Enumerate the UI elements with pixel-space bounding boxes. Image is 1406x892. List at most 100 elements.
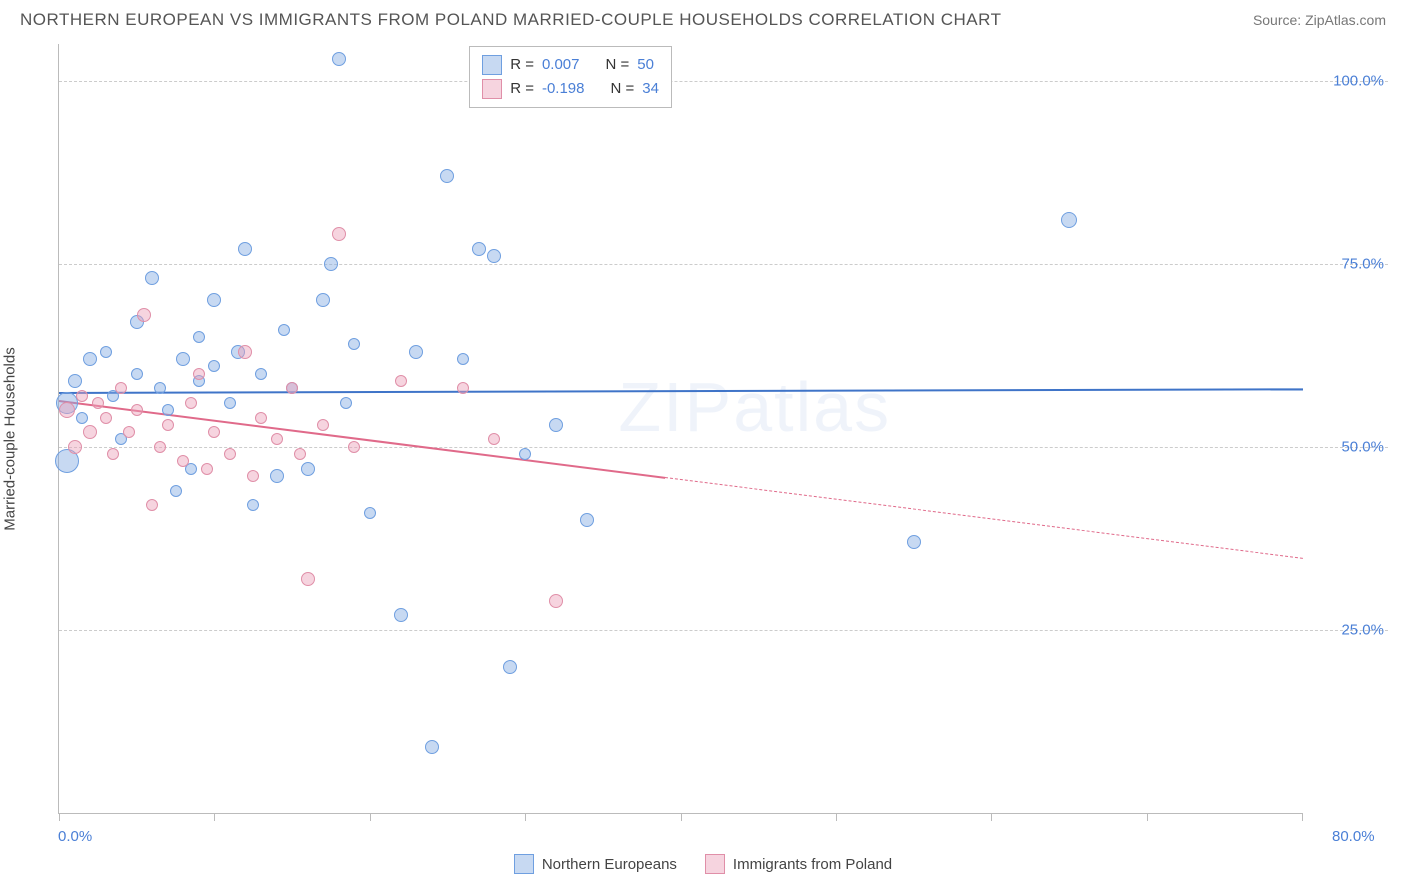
data-point (131, 404, 143, 416)
legend-item-northern: Northern Europeans (514, 854, 677, 874)
data-point (224, 448, 236, 460)
data-point (162, 404, 174, 416)
data-point (92, 397, 104, 409)
data-point (208, 360, 220, 372)
data-point (519, 448, 531, 460)
stat-r-label: R = (510, 53, 534, 77)
data-point (131, 368, 143, 380)
data-point (580, 513, 594, 527)
stats-row: R =-0.198N =34 (482, 77, 659, 101)
source-label: Source: ZipAtlas.com (1253, 12, 1386, 28)
data-point (394, 608, 408, 622)
data-point (83, 425, 97, 439)
data-point (472, 242, 486, 256)
data-point (278, 324, 290, 336)
data-point (59, 402, 75, 418)
gridline (59, 630, 1388, 631)
trend-line (59, 400, 666, 479)
data-point (193, 331, 205, 343)
bottom-legend: Northern Europeans Immigrants from Polan… (0, 854, 1406, 874)
gridline (59, 264, 1388, 265)
stat-n-label: N = (606, 53, 630, 77)
stat-n-value: 50 (637, 53, 654, 77)
chart-title: NORTHERN EUROPEAN VS IMMIGRANTS FROM POL… (20, 10, 1001, 30)
data-point (294, 448, 306, 460)
x-tick (991, 813, 992, 821)
data-point (457, 353, 469, 365)
data-point (115, 382, 127, 394)
data-point (76, 390, 88, 402)
data-point (107, 448, 119, 460)
data-point (207, 293, 221, 307)
data-point (154, 382, 166, 394)
stats-row: R =0.007N =50 (482, 53, 659, 77)
stats-swatch (482, 79, 502, 99)
data-point (255, 368, 267, 380)
data-point (549, 418, 563, 432)
legend-label: Immigrants from Poland (733, 856, 892, 873)
y-tick-label: 100.0% (1333, 72, 1384, 89)
data-point (324, 257, 338, 271)
data-point (137, 308, 151, 322)
legend-swatch (514, 854, 534, 874)
plot-region: ZIPatlas 25.0%50.0%75.0%100.0%R =0.007N … (58, 44, 1302, 814)
data-point (255, 412, 267, 424)
data-point (146, 499, 158, 511)
x-axis-min-label: 0.0% (58, 828, 92, 845)
chart-area: Married-couple Households ZIPatlas 25.0%… (18, 44, 1388, 834)
gridline (59, 447, 1388, 448)
data-point (185, 397, 197, 409)
x-tick (681, 813, 682, 821)
y-tick-label: 50.0% (1341, 438, 1384, 455)
data-point (68, 374, 82, 388)
stat-r-label: R = (510, 77, 534, 101)
data-point (271, 433, 283, 445)
legend-item-poland: Immigrants from Poland (705, 854, 892, 874)
data-point (208, 426, 220, 438)
y-tick-label: 25.0% (1341, 621, 1384, 638)
data-point (332, 52, 346, 66)
legend-label: Northern Europeans (542, 856, 677, 873)
trend-line (665, 477, 1303, 559)
data-point (488, 433, 500, 445)
data-point (100, 346, 112, 358)
data-point (425, 740, 439, 754)
x-axis-max-label: 80.0% (1332, 828, 1375, 845)
data-point (145, 271, 159, 285)
x-tick (525, 813, 526, 821)
data-point (340, 397, 352, 409)
x-tick (836, 813, 837, 821)
data-point (154, 441, 166, 453)
x-tick (59, 813, 60, 821)
data-point (907, 535, 921, 549)
data-point (316, 293, 330, 307)
stat-n-value: 34 (642, 77, 659, 101)
data-point (177, 455, 189, 467)
data-point (162, 419, 174, 431)
data-point (301, 572, 315, 586)
data-point (348, 441, 360, 453)
data-point (348, 338, 360, 350)
data-point (201, 463, 213, 475)
watermark: ZIPatlas (618, 367, 891, 447)
y-tick-label: 75.0% (1341, 255, 1384, 272)
data-point (238, 345, 252, 359)
stat-r-value: -0.198 (542, 77, 585, 101)
data-point (68, 440, 82, 454)
data-point (247, 470, 259, 482)
data-point (487, 249, 501, 263)
stats-swatch (482, 55, 502, 75)
legend-swatch (705, 854, 725, 874)
x-tick (214, 813, 215, 821)
trend-line (59, 389, 1303, 395)
data-point (224, 397, 236, 409)
data-point (395, 375, 407, 387)
data-point (247, 499, 259, 511)
data-point (1061, 212, 1077, 228)
data-point (440, 169, 454, 183)
stats-legend-box: R =0.007N =50R =-0.198N =34 (469, 46, 672, 108)
data-point (176, 352, 190, 366)
data-point (286, 382, 298, 394)
data-point (170, 485, 182, 497)
data-point (457, 382, 469, 394)
